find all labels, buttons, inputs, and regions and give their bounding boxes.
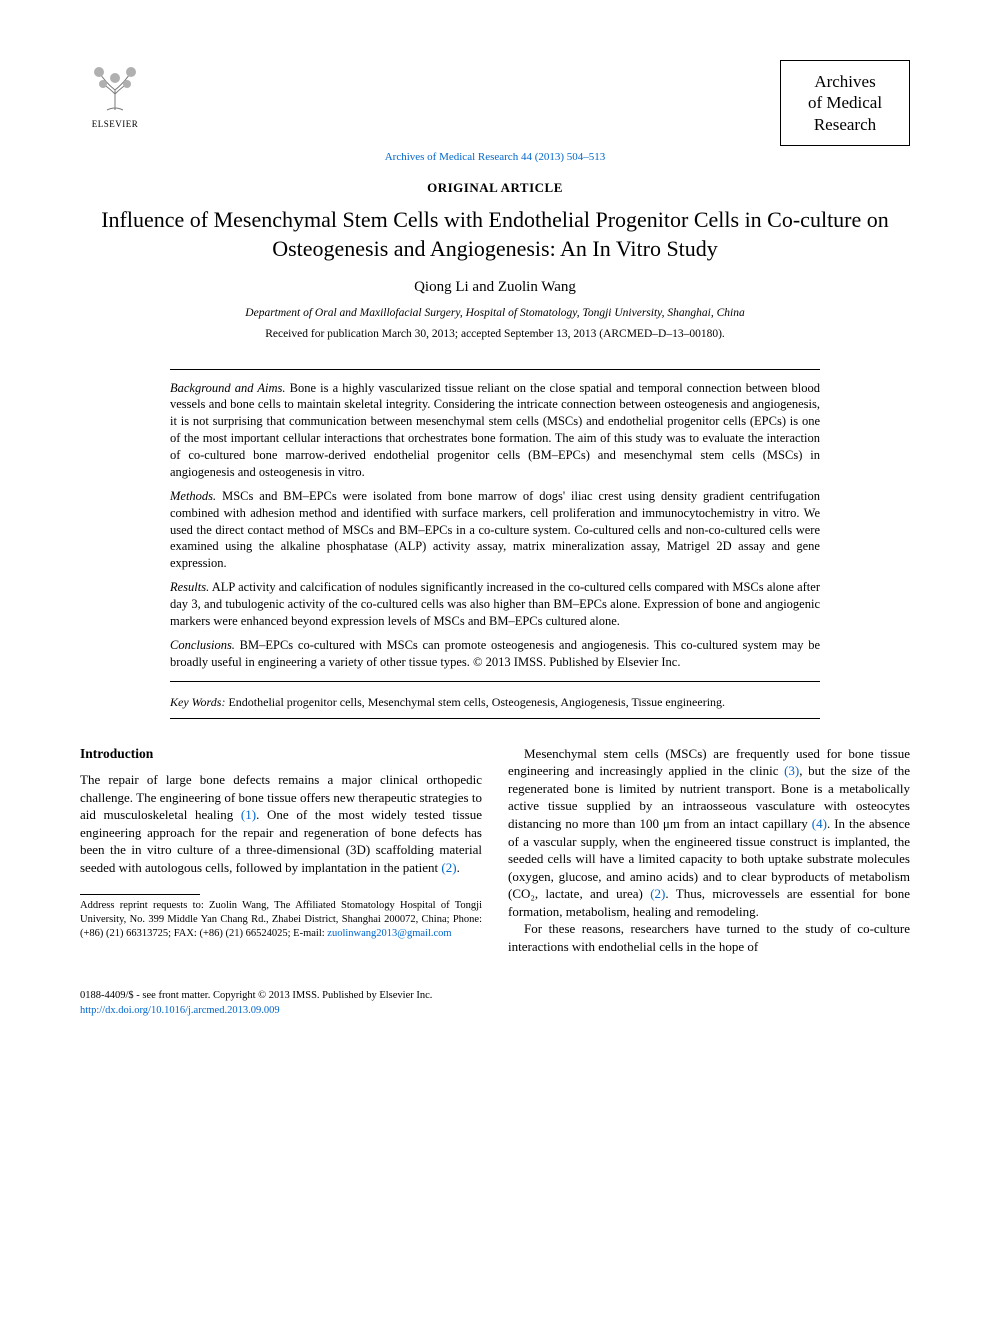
publisher-logo: ELSEVIER (80, 60, 150, 140)
abstract-background-label: Background and Aims. (170, 381, 286, 395)
authors: Qiong Li and Zuolin Wang (80, 277, 910, 297)
journal-line-2: of Medical (795, 92, 895, 113)
article-title: Influence of Mesenchymal Stem Cells with… (100, 206, 890, 263)
keywords-text: Endothelial progenitor cells, Mesenchyma… (225, 695, 725, 709)
received-line: Received for publication March 30, 2013;… (80, 327, 910, 343)
footer-doi[interactable]: http://dx.doi.org/10.1016/j.arcmed.2013.… (80, 1004, 910, 1019)
intro-paragraph-1: The repair of large bone defects remains… (80, 771, 482, 876)
elsevier-tree-icon (87, 60, 143, 116)
abstract-results-text: ALP activity and calcification of nodule… (170, 580, 820, 628)
abstract-conclusions-label: Conclusions. (170, 638, 235, 652)
page: ELSEVIER Archives of Medical Research Ar… (0, 0, 990, 1059)
citation-4[interactable]: (4) (812, 816, 827, 831)
intro-p1-text-c: . (457, 860, 460, 875)
abstract-methods: Methods. MSCs and BM–EPCs were isolated … (170, 488, 820, 572)
body-columns: Introduction The repair of large bone de… (80, 745, 910, 956)
abstract-methods-text: MSCs and BM–EPCs were isolated from bone… (170, 489, 820, 571)
citation-2[interactable]: (2) (441, 860, 456, 875)
correspondence-footnote: Address reprint requests to: Zuolin Wang… (80, 899, 482, 940)
column-right: Mesenchymal stem cells (MSCs) are freque… (508, 745, 910, 956)
footnote-email[interactable]: zuolinwang2013@gmail.com (327, 928, 451, 939)
citation-3[interactable]: (3) (784, 763, 799, 778)
intro-paragraph-3: For these reasons, researchers have turn… (508, 920, 910, 955)
intro-paragraph-2: Mesenchymal stem cells (MSCs) are freque… (508, 745, 910, 920)
intro-p3-text: For these reasons, researchers have turn… (508, 921, 910, 954)
abstract-box: Background and Aims. Bone is a highly va… (170, 369, 820, 682)
abstract-results-label: Results. (170, 580, 209, 594)
citation-2b[interactable]: (2) (650, 886, 665, 901)
publisher-name: ELSEVIER (92, 118, 139, 130)
abstract-conclusions-text: BM–EPCs co-cultured with MSCs can promot… (170, 638, 820, 669)
keywords-label: Key Words: (170, 695, 225, 709)
abstract-background: Background and Aims. Bone is a highly va… (170, 380, 820, 481)
abstract-results: Results. ALP activity and calcification … (170, 579, 820, 630)
abstract-conclusions: Conclusions. BM–EPCs co-cultured with MS… (170, 637, 820, 671)
abstract-methods-label: Methods. (170, 489, 216, 503)
keywords-box: Key Words: Endothelial progenitor cells,… (170, 690, 820, 719)
introduction-heading: Introduction (80, 745, 482, 763)
journal-title-box: Archives of Medical Research (780, 60, 910, 146)
journal-reference[interactable]: Archives of Medical Research 44 (2013) 5… (80, 150, 910, 165)
column-left: Introduction The repair of large bone de… (80, 745, 482, 956)
citation-1[interactable]: (1) (241, 807, 256, 822)
footer-copyright: 0188-4409/$ - see front matter. Copyrigh… (80, 989, 910, 1004)
page-footer: 0188-4409/$ - see front matter. Copyrigh… (80, 989, 910, 1018)
article-type: ORIGINAL ARTICLE (80, 179, 910, 197)
journal-line-1: Archives (795, 71, 895, 92)
footnote-rule (80, 894, 200, 895)
affiliation: Department of Oral and Maxillofacial Sur… (80, 306, 910, 322)
journal-line-3: Research (795, 114, 895, 135)
abstract-background-text: Bone is a highly vascularized tissue rel… (170, 381, 820, 479)
header-row: ELSEVIER Archives of Medical Research (80, 60, 910, 146)
